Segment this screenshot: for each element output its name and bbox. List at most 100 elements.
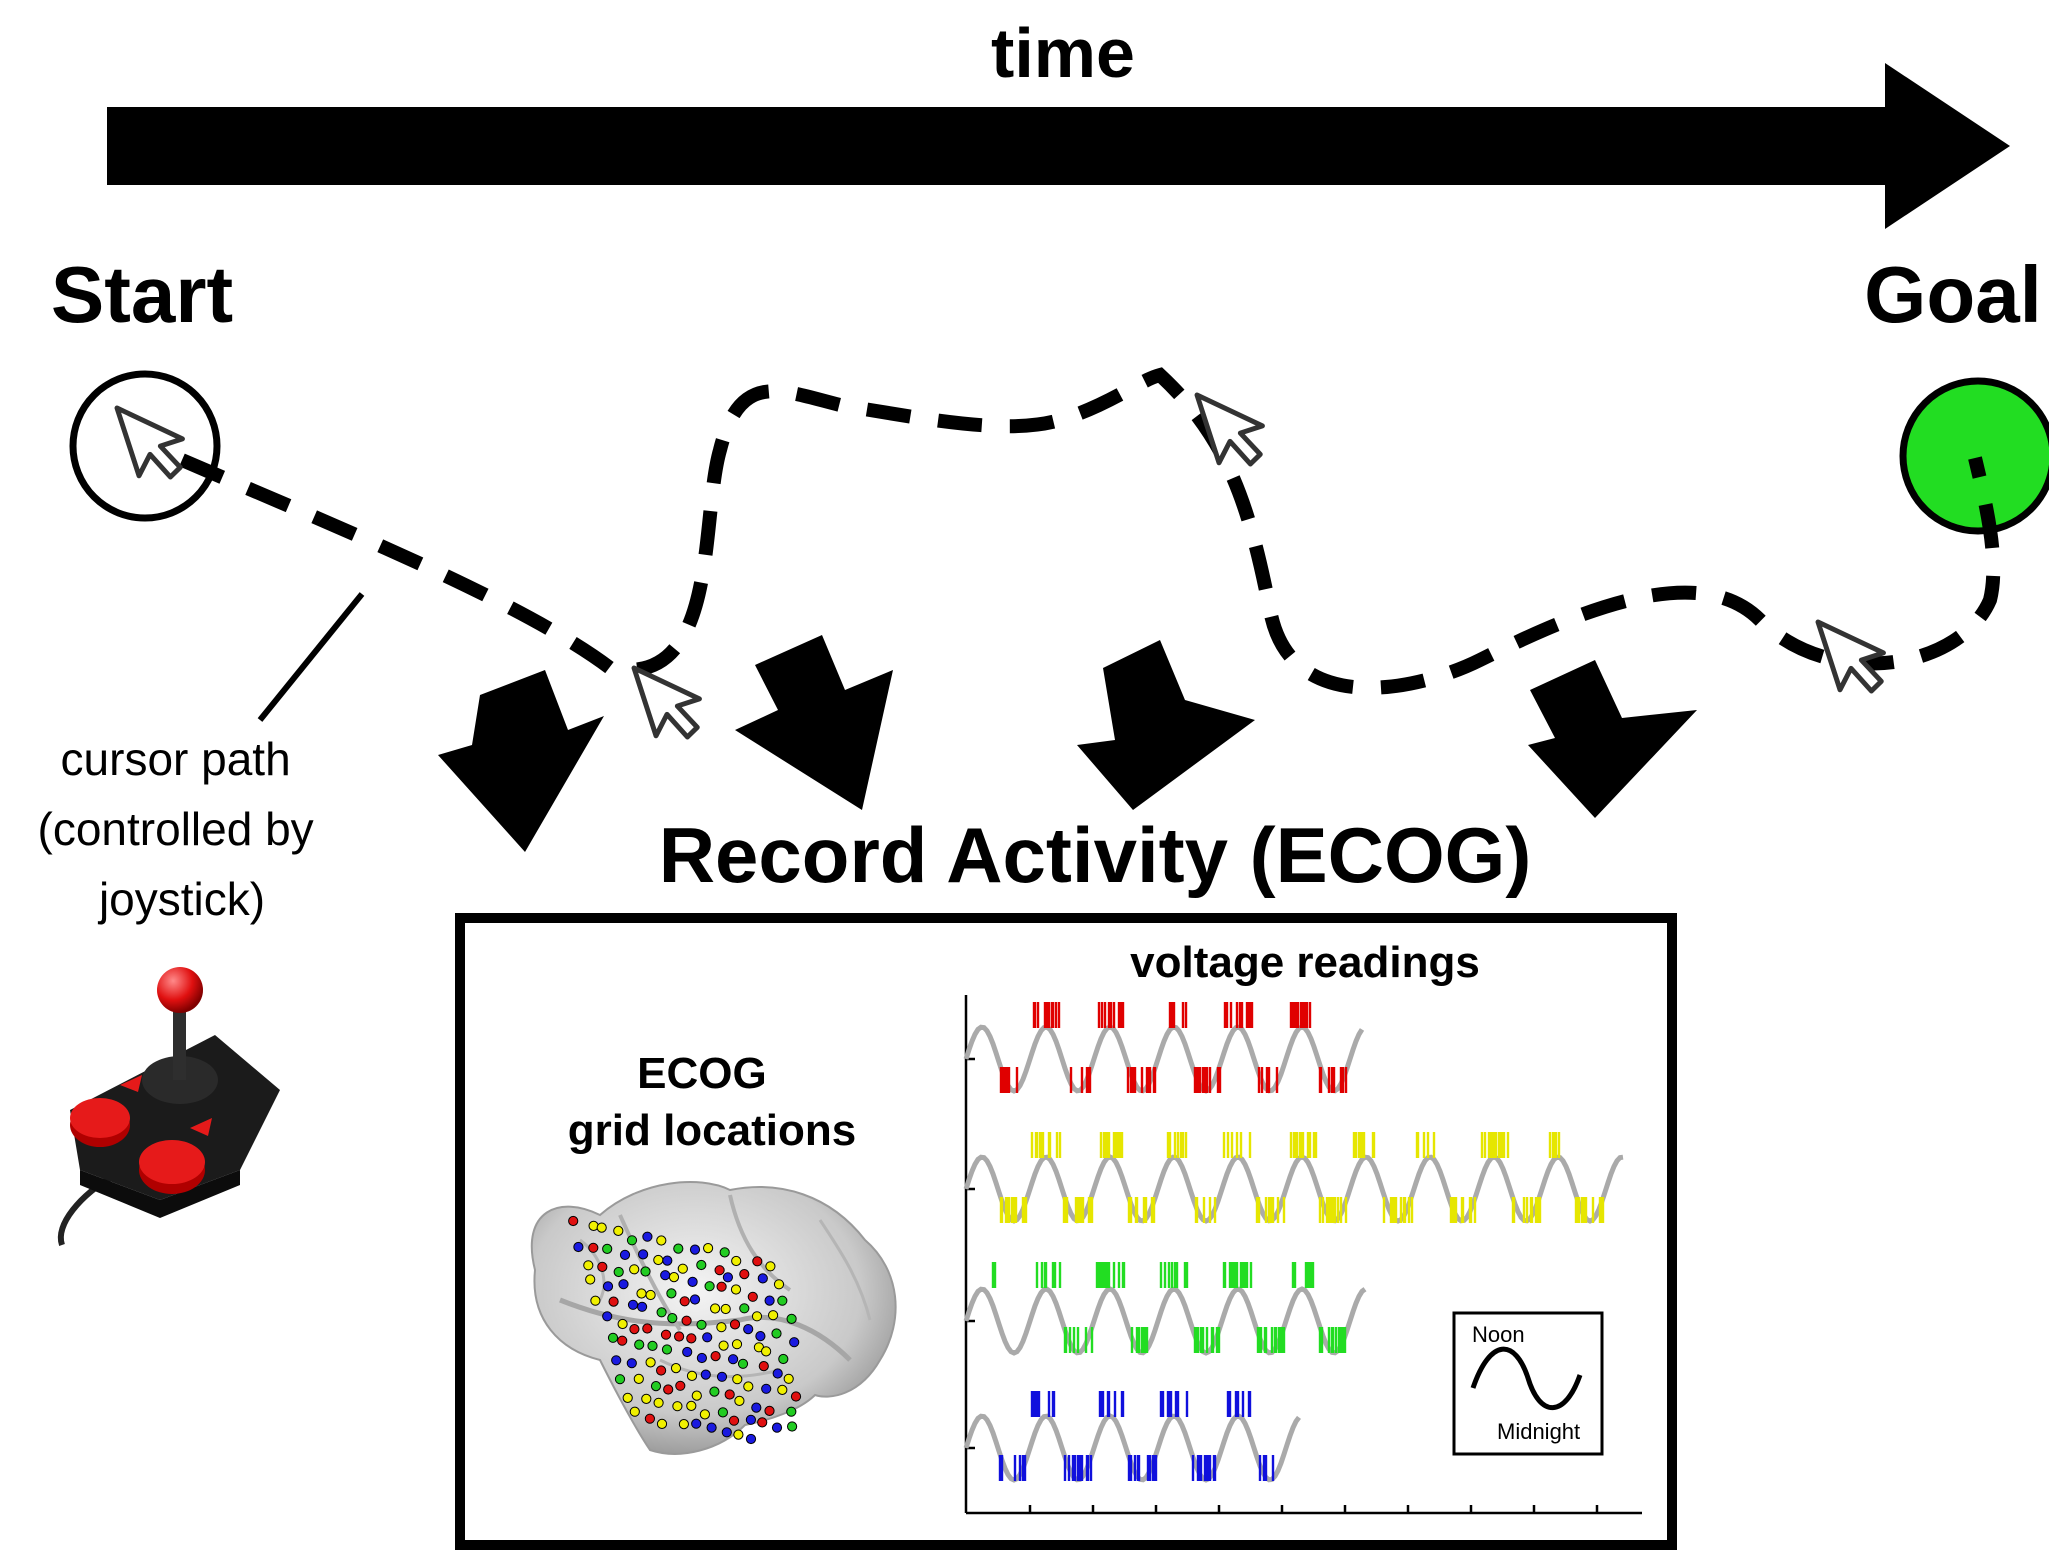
electrode-dot bbox=[583, 1260, 594, 1271]
electrode-dot bbox=[728, 1354, 739, 1365]
electrode-dot bbox=[764, 1405, 775, 1417]
raster-row bbox=[1032, 1002, 1312, 1028]
electrode-dot bbox=[602, 1311, 613, 1322]
electrode-dot bbox=[768, 1310, 779, 1321]
electrode-dot bbox=[656, 1365, 667, 1376]
electrode-dot bbox=[733, 1429, 744, 1440]
electrode-dot bbox=[662, 1255, 673, 1266]
electrode-dot bbox=[644, 1413, 656, 1424]
electrode-dot bbox=[636, 1288, 647, 1299]
electrode-dot bbox=[674, 1331, 685, 1342]
electrode-dot bbox=[663, 1384, 674, 1395]
electrode-dot bbox=[757, 1417, 768, 1428]
electrode-dot bbox=[602, 1281, 614, 1292]
ecog-electrodes bbox=[568, 1215, 802, 1445]
electrode-dot bbox=[731, 1339, 743, 1350]
time-label: time bbox=[991, 14, 1135, 92]
cursor-start-icon bbox=[114, 405, 185, 480]
legend-noon-label: Noon bbox=[1472, 1322, 1525, 1347]
electrode-dot bbox=[678, 1419, 690, 1430]
electrode-dot bbox=[629, 1264, 640, 1275]
electrode-dot bbox=[722, 1272, 734, 1283]
electrode-dot bbox=[629, 1406, 640, 1417]
cursor-icon-3 bbox=[1815, 619, 1886, 694]
electrode-dot bbox=[573, 1241, 584, 1253]
electrode-dot bbox=[716, 1371, 728, 1382]
electrode-dot bbox=[614, 1374, 626, 1385]
electrode-dot bbox=[764, 1295, 775, 1306]
electrode-dot bbox=[689, 1244, 701, 1255]
electrode-dot bbox=[786, 1406, 797, 1417]
start-label: Start bbox=[51, 250, 233, 339]
electrode-dot bbox=[703, 1243, 714, 1254]
electrode-dot bbox=[618, 1279, 629, 1290]
electrode-dot bbox=[619, 1249, 631, 1261]
goal-label: Goal bbox=[1864, 250, 2042, 339]
electrode-dot bbox=[773, 1279, 785, 1290]
electrode-dot bbox=[752, 1256, 763, 1267]
electrode-dot bbox=[613, 1225, 624, 1237]
record-activity-title: Record Activity (ECOG) bbox=[659, 811, 1532, 899]
goal-target-circle bbox=[1899, 377, 2049, 535]
electrode-dot bbox=[777, 1384, 788, 1396]
electrode-dot bbox=[789, 1337, 800, 1348]
electrode-dot bbox=[757, 1273, 768, 1284]
electrode-dot bbox=[700, 1369, 711, 1380]
electrode-dot bbox=[608, 1296, 619, 1307]
cursor-path-callout-line bbox=[257, 592, 365, 722]
electrode-dot bbox=[714, 1265, 725, 1276]
electrode-dot bbox=[590, 1295, 601, 1306]
electrode-dot bbox=[691, 1390, 702, 1401]
electrode-dot bbox=[745, 1433, 757, 1445]
electrode-dot bbox=[637, 1301, 648, 1312]
electrode-dot bbox=[761, 1346, 772, 1357]
electrode-dot bbox=[650, 1381, 662, 1392]
electrode-dot bbox=[772, 1368, 783, 1379]
electrode-dot bbox=[642, 1231, 653, 1242]
electrode-dot bbox=[745, 1414, 757, 1425]
electrode-dot bbox=[734, 1395, 745, 1407]
voltage-axes bbox=[964, 995, 1642, 1515]
electrode-dot bbox=[732, 1374, 743, 1385]
sample-arrow-2 bbox=[735, 635, 893, 810]
electrode-dot bbox=[710, 1351, 721, 1362]
electrode-dot bbox=[777, 1295, 788, 1306]
electrode-dot bbox=[656, 1307, 667, 1318]
electrode-dot bbox=[739, 1269, 750, 1280]
electrode-dot bbox=[699, 1409, 711, 1420]
raster-row bbox=[1063, 1327, 1347, 1353]
electrode-dot bbox=[696, 1259, 707, 1271]
electrode-dot bbox=[607, 1332, 619, 1343]
raster-row bbox=[991, 1262, 1315, 1288]
electrode-dot bbox=[747, 1291, 758, 1302]
electrode-dot bbox=[627, 1299, 639, 1310]
electrode-dot bbox=[568, 1215, 579, 1227]
electrode-dot bbox=[751, 1311, 763, 1322]
electrode-dot bbox=[686, 1400, 697, 1412]
electrode-dot bbox=[729, 1319, 741, 1330]
wave-red-channel bbox=[963, 1024, 1365, 1094]
electrode-dot bbox=[755, 1331, 766, 1342]
electrode-dot bbox=[778, 1353, 789, 1365]
electrode-dot bbox=[786, 1313, 797, 1325]
electrode-dot bbox=[672, 1401, 683, 1412]
electrode-dot bbox=[673, 1243, 684, 1254]
electrode-dot bbox=[679, 1296, 690, 1307]
electrode-dot bbox=[647, 1340, 658, 1352]
electrode-dot bbox=[597, 1261, 608, 1273]
electrode-dot bbox=[737, 1358, 749, 1369]
electrode-dot bbox=[687, 1276, 698, 1288]
electrode-dot bbox=[588, 1220, 599, 1232]
electrode-dot bbox=[617, 1335, 628, 1346]
electrode-dot bbox=[724, 1389, 735, 1400]
spike-rasters bbox=[991, 1002, 1605, 1481]
electrode-dot bbox=[634, 1339, 645, 1350]
electrode-dot bbox=[638, 1249, 649, 1260]
electrode-dot bbox=[751, 1402, 762, 1413]
sample-arrow-4 bbox=[1528, 660, 1697, 818]
electrode-dot bbox=[702, 1332, 713, 1343]
electrode-dot bbox=[739, 1303, 750, 1314]
cursor-icon-1 bbox=[631, 665, 702, 740]
electrode-dot bbox=[731, 1255, 742, 1267]
